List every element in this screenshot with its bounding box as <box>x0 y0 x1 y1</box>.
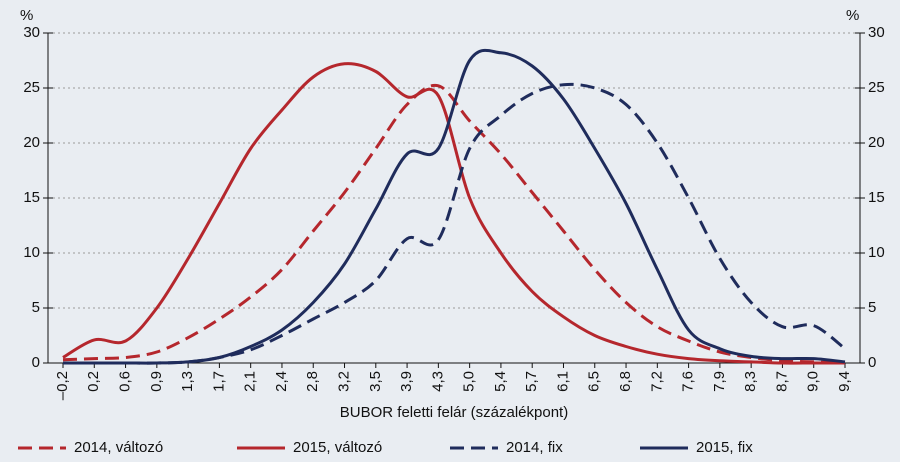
x-tick-label: 9,0 <box>805 371 822 392</box>
x-tick-label: 5,4 <box>492 371 509 392</box>
y2-tick-label: 10 <box>868 244 885 261</box>
x-tick-label: 7,6 <box>680 371 697 392</box>
y2-tick-label: 20 <box>868 134 885 151</box>
series-line <box>62 62 845 365</box>
x-tick-label: 2,8 <box>304 371 321 392</box>
x-tick-label: 5,7 <box>523 371 540 392</box>
x-tick-label: 3,5 <box>367 371 384 392</box>
y-tick-label: 20 <box>23 134 40 151</box>
x-tick-label: 4,3 <box>429 371 446 392</box>
x-tick-label: 0,2 <box>85 371 102 392</box>
legend-label: 2014, változó <box>74 439 163 456</box>
y2-tick-label: 30 <box>868 24 885 41</box>
x-tick-label: 3,2 <box>335 371 352 392</box>
x-tick-label: 8,3 <box>742 371 759 392</box>
y2-tick-label: 15 <box>868 189 885 206</box>
x-tick-label: 5,0 <box>461 371 478 392</box>
legend-label: 2014, fix <box>506 439 563 456</box>
series-line <box>62 83 846 365</box>
y-tick-label: 10 <box>23 244 40 261</box>
x-tick-label: 6,5 <box>586 371 603 392</box>
y-tick-label: 0 <box>32 354 40 371</box>
x-tick-label: 0,9 <box>148 371 165 392</box>
series-line <box>62 82 846 365</box>
x-tick-label: 2,4 <box>273 371 290 392</box>
y-axis-label: % <box>20 7 33 24</box>
x-tick-label: 6,8 <box>617 371 634 392</box>
x-tick-label: 1,3 <box>179 371 196 392</box>
x-tick-label: 1,7 <box>210 371 227 392</box>
y2-tick-label: 0 <box>868 354 876 371</box>
y2-tick-label: 5 <box>868 299 876 316</box>
y2-tick-label: 25 <box>868 79 885 96</box>
x-axis-label: BUBOR feletti felár (százalékpont) <box>340 404 568 421</box>
y-tick-label: 5 <box>32 299 40 316</box>
legend-label: 2015, változó <box>293 439 382 456</box>
x-tick-label: 8,7 <box>773 371 790 392</box>
x-tick-label: 2,1 <box>242 371 259 392</box>
y-tick-label: 30 <box>23 24 40 41</box>
legend-label: 2015, fix <box>696 439 753 456</box>
y-tick-label: 25 <box>23 79 40 96</box>
y-tick-label: 15 <box>23 189 40 206</box>
x-tick-label: 7,9 <box>711 371 728 392</box>
y2-axis-label: % <box>846 7 859 24</box>
x-tick-label: 9,4 <box>836 371 853 392</box>
x-tick-label: 0,6 <box>117 371 134 392</box>
x-tick-label: 6,1 <box>554 371 571 392</box>
x-tick-label: –0,2 <box>54 371 71 400</box>
x-tick-label: 3,9 <box>398 371 415 392</box>
series-line <box>62 48 846 365</box>
x-tick-label: 7,2 <box>648 371 665 392</box>
